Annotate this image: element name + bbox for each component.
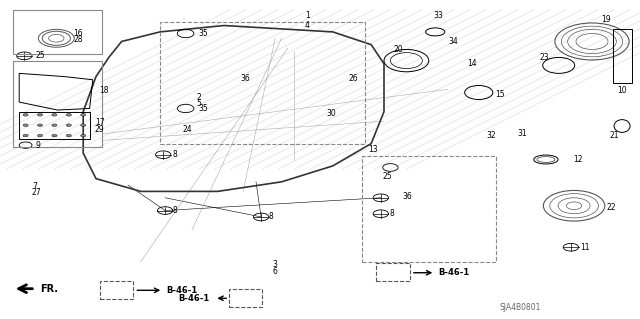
Text: 3: 3 [273,260,278,269]
Text: 17: 17 [95,118,104,127]
Circle shape [23,114,28,116]
Circle shape [37,124,42,127]
Text: 21: 21 [610,131,619,140]
Circle shape [81,114,86,116]
Text: 7: 7 [32,182,37,191]
Text: FR.: FR. [40,284,58,294]
Text: 12: 12 [573,155,582,164]
Circle shape [52,124,57,127]
Text: 22: 22 [607,204,616,212]
Text: 25: 25 [35,51,45,60]
Text: 8: 8 [173,206,177,215]
Text: B-46-1: B-46-1 [178,294,209,303]
Text: 35: 35 [198,29,208,38]
Text: 36: 36 [402,192,412,201]
Circle shape [37,134,42,137]
Text: 24: 24 [182,125,192,134]
Text: 32: 32 [486,131,496,140]
Text: 35: 35 [198,104,208,113]
Text: 1: 1 [305,11,310,20]
Text: 16: 16 [74,29,83,38]
Circle shape [23,134,28,137]
Text: 27: 27 [32,189,42,197]
Text: 25: 25 [382,172,392,181]
Text: 28: 28 [74,35,83,44]
Text: 4: 4 [305,21,310,30]
Text: 13: 13 [368,145,378,154]
Circle shape [23,124,28,127]
Text: 23: 23 [540,53,549,62]
Circle shape [67,124,72,127]
Circle shape [81,134,86,137]
Bar [613,29,632,83]
Text: 19: 19 [602,15,611,24]
Text: 30: 30 [326,109,336,118]
Circle shape [52,134,57,137]
Circle shape [67,134,72,137]
Text: 8: 8 [173,150,177,159]
Text: 9: 9 [35,141,40,150]
Text: 2: 2 [196,93,201,102]
Text: 33: 33 [433,11,444,20]
Text: 14: 14 [467,59,477,68]
Circle shape [52,114,57,116]
Text: 18: 18 [99,86,109,95]
Text: 11: 11 [580,243,590,252]
Circle shape [37,114,42,116]
Text: 26: 26 [349,74,358,83]
Text: B-46-1: B-46-1 [166,286,198,295]
Text: 6: 6 [273,267,278,276]
Text: 10: 10 [618,86,627,95]
Circle shape [81,124,86,127]
Text: B-46-1: B-46-1 [438,268,470,277]
Circle shape [67,114,72,116]
Text: 15: 15 [495,90,504,99]
Text: 29: 29 [95,125,104,134]
Text: 5: 5 [196,99,202,108]
Text: 34: 34 [448,37,458,46]
Text: 8: 8 [389,209,394,218]
Text: SJA4B0801: SJA4B0801 [499,303,541,312]
Text: 20: 20 [393,45,403,54]
Text: 8: 8 [269,212,273,221]
Text: 31: 31 [517,130,527,138]
Bar [19,112,90,139]
Text: 36: 36 [240,74,250,83]
